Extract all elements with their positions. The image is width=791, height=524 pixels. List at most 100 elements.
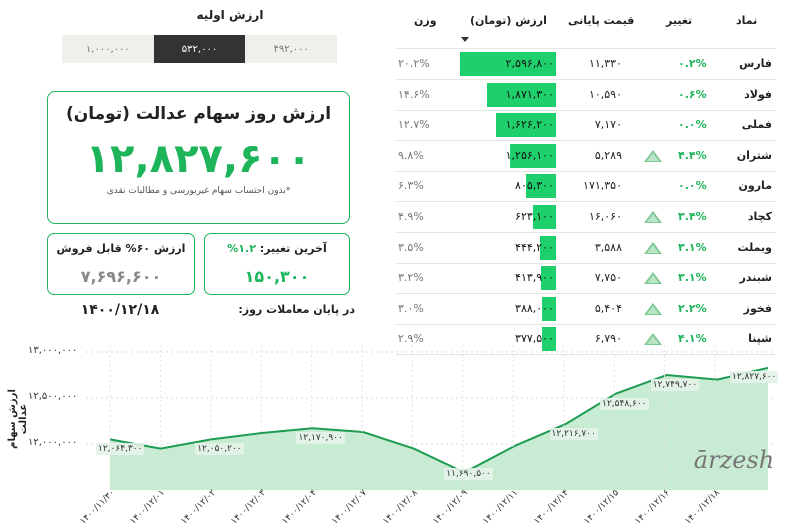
initial-value-title: ارزش اولیه [196, 8, 264, 22]
stock-price: ۷,۱۷۰ [594, 118, 622, 132]
header-price[interactable]: قیمت پایانی [568, 14, 635, 27]
stock-weight: ۳.۲% [398, 271, 424, 285]
chart-data-label: ۱۲,۰۶۴,۳۰۰ [96, 443, 145, 456]
row-divider [396, 170, 776, 172]
up-arrow-icon [644, 333, 662, 346]
value-bar-fill [539, 235, 556, 260]
stock-weight: ۱۴.۶% [398, 87, 430, 101]
stock-symbol[interactable]: کچاد [747, 210, 772, 223]
value-bar-fill [460, 52, 556, 76]
stock-price: ۱۰,۵۹۰ [588, 87, 622, 101]
last-trading-label: در پایان معاملات روز: [238, 303, 355, 316]
stock-symbol[interactable]: شتران [736, 148, 772, 162]
stock-symbol[interactable]: شپنا [748, 332, 772, 346]
up-arrow-icon [644, 302, 662, 315]
row-divider [396, 293, 776, 295]
stock-change: ۴.۴% [678, 148, 707, 162]
initial-option-492000[interactable]: ۴۹۲,۰۰۰ [245, 35, 338, 63]
y-tick-13000000: ۱۳,۰۰۰,۰۰۰ [28, 345, 78, 356]
chart-data-label: ۱۲,۱۷۰,۹۰۰ [296, 432, 345, 445]
initial-value-selector: ۱,۰۰۰,۰۰۰ ۵۳۲,۰۰۰ ۴۹۲,۰۰۰ [62, 35, 338, 63]
stock-value-bar: ۴۱۳,۹۰۰ [460, 266, 556, 291]
chart-data-label: ۱۲,۷۴۹,۷۰۰ [650, 379, 700, 392]
stock-price: ۱۱,۳۳۰ [588, 57, 622, 70]
up-arrow-icon [644, 149, 662, 162]
stock-price: ۶,۷۹۰ [594, 332, 622, 346]
value-bar-fill [509, 143, 556, 168]
value-bar-fill [526, 174, 556, 199]
up-arrow-icon [644, 211, 662, 223]
last-change-label-row: آخرین تغییر: ۱.۲% [205, 242, 349, 255]
watermark-logo: ārzesh [693, 446, 775, 474]
stock-symbol[interactable]: شبندر [739, 271, 772, 285]
stock-change: ۳.۱% [678, 240, 707, 254]
chart-data-label: ۱۱,۶۹۰,۵۰۰ [444, 468, 493, 480]
row-divider [396, 79, 776, 80]
stock-value: ۴۱۳,۹۰۰ [515, 271, 554, 285]
header-weight[interactable]: وزن [414, 14, 437, 27]
stock-symbol[interactable]: فملی [741, 118, 772, 132]
row-divider [396, 262, 776, 264]
header-symbol[interactable]: نماد [736, 14, 758, 27]
row-divider [396, 323, 776, 325]
chart-data-label: ۱۲,۵۴۸,۶۰۰ [600, 397, 649, 410]
last-change-card: آخرین تغییر: ۱.۲% ۱۵۰,۳۰۰ [204, 233, 350, 295]
stock-change: ۰.۰% [678, 118, 707, 132]
chart-data-label: ۱۲,۸۲۷,۶۰۰ [730, 370, 779, 383]
chart-data-label: ۱۲,۲۱۶,۷۰۰ [549, 428, 598, 441]
last-change-value: ۱۵۰,۳۰۰ [244, 267, 310, 286]
stock-value: ۲,۵۹۶,۸۰۰ [505, 57, 554, 70]
stock-weight: ۳.۰% [398, 301, 424, 315]
stock-value-bar: ۱,۲۵۶,۱۰۰ [460, 143, 556, 168]
row-divider [396, 201, 776, 203]
stock-value-bar: ۴۴۴,۲۰۰ [460, 235, 556, 260]
edalat-value-note: *بدون احتساب سهام غیربورسی و مطالبات نقد… [106, 186, 291, 196]
stock-weight: ۹.۸% [398, 148, 424, 162]
stock-weight: ۴.۹% [398, 210, 424, 223]
stock-value: ۸۰۵,۳۰۰ [515, 179, 554, 193]
stock-value-bar: ۸۰۵,۳۰۰ [460, 174, 556, 199]
value-bar-fill [542, 327, 556, 352]
sort-desc-icon[interactable] [461, 37, 469, 42]
stock-symbol[interactable]: فخوز [743, 301, 772, 315]
stock-price: ۱۶,۰۶۰ [588, 210, 622, 223]
stock-value: ۴۴۴,۲۰۰ [515, 240, 554, 254]
stock-change: ۳.۴% [678, 210, 707, 223]
value-bar-fill [532, 205, 556, 229]
stock-price: ۷,۷۵۰ [594, 271, 622, 285]
stock-weight: ۱۲.۷% [398, 118, 430, 132]
header-change[interactable]: تغییر [666, 14, 693, 27]
edalat-value: ۱۲,۸۲۷,۶۰۰ [85, 136, 312, 182]
sellable-card: ارزش ۶۰% قابل فروش ۷,۶۹۶,۶۰۰ [47, 233, 195, 295]
stock-symbol[interactable]: وبملت [737, 240, 772, 254]
stock-weight: ۶.۳% [398, 179, 424, 193]
header-value[interactable]: ارزش (تومان) [470, 14, 547, 27]
stock-value-bar: ۲,۵۹۶,۸۰۰ [460, 52, 556, 76]
stock-symbol[interactable]: فارس [739, 57, 772, 70]
stock-symbol[interactable]: فولاد [744, 87, 772, 101]
stock-value: ۳۷۷,۵۰۰ [515, 332, 554, 346]
stock-value-bar: ۱,۸۷۱,۳۰۰ [460, 82, 556, 107]
stock-price: ۵,۴۰۴ [594, 301, 622, 315]
stock-change: ۴.۱% [678, 332, 707, 346]
initial-option-1000000[interactable]: ۱,۰۰۰,۰۰۰ [62, 35, 154, 63]
edalat-value-card: ارزش روز سهام عدالت (تومان) ۱۲,۸۲۷,۶۰۰ *… [47, 91, 350, 224]
chart-line [109, 366, 769, 474]
stock-value: ۱,۲۵۶,۱۰۰ [505, 148, 554, 162]
value-bar-fill [540, 266, 556, 291]
row-divider [396, 109, 776, 111]
last-change-label: آخرین تغییر: [259, 242, 327, 255]
last-change-percent: ۱.۲% [227, 242, 256, 255]
initial-option-532000[interactable]: ۵۳۲,۰۰۰ [153, 35, 246, 63]
stock-price: ۱۷۱,۳۵۰ [583, 179, 622, 193]
stock-change: ۰.۶% [678, 87, 707, 101]
value-bar-fill [486, 82, 556, 107]
stock-weight: ۲۰.۲% [398, 57, 430, 70]
sellable-value: ۷,۶۹۶,۶۰۰ [80, 267, 162, 286]
header-divider [396, 48, 776, 49]
stock-change: ۰.۲% [678, 57, 707, 70]
up-arrow-icon [644, 241, 662, 254]
stock-symbol[interactable]: مارون [738, 179, 773, 193]
stock-change: ۰.۰% [678, 179, 707, 193]
